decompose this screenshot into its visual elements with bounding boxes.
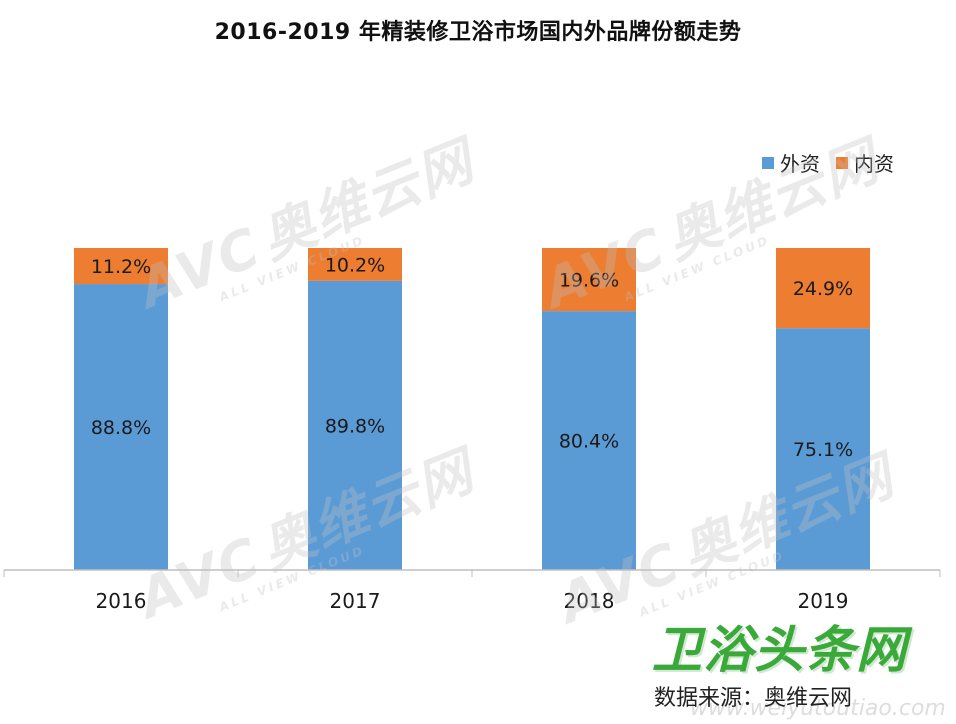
legend-item-domestic: 内资 [836,148,894,177]
bar-foreign-2016 [74,284,168,570]
legend-label-foreign: 外资 [780,152,820,176]
x-tick-label-2017: 2017 [330,589,381,613]
bar-foreign-2018 [542,311,636,570]
x-tick-label-2016: 2016 [96,589,147,613]
bar-foreign-2017 [308,280,402,570]
bar-domestic-2019 [776,248,870,329]
data-label-domestic-2018: 19.6% [559,270,619,292]
data-label-domestic-2017: 10.2% [325,254,385,276]
data-label-domestic-2019: 24.9% [793,278,853,300]
source-note: 数据来源：奥维云网 [654,686,853,711]
bar-domestic-2017 [308,248,402,281]
data-label-foreign-2018: 80.4% [559,431,619,453]
site-url: www.weiyutoutiao.com [690,696,946,721]
x-tick-label-2018: 2018 [564,589,615,613]
legend-swatch-foreign [762,156,774,169]
site-logo: 卫浴头条网 [652,621,907,679]
legend-label-domestic: 内资 [854,152,894,176]
bar-foreign-2019 [776,328,870,570]
chart-title: 2016-2019 年精装修卫浴市场国内外品牌份额走势 [214,20,742,45]
data-label-domestic-2016: 11.2% [91,256,151,278]
data-label-foreign-2019: 75.1% [793,439,853,461]
bar-domestic-2016 [74,248,168,285]
legend-item-foreign: 外资 [762,148,820,177]
data-label-foreign-2016: 88.8% [91,417,151,439]
x-tick-label-2019: 2019 [798,589,849,613]
legend: 外资 内资 [762,148,910,177]
bar-domestic-2018 [542,248,636,312]
data-label-foreign-2017: 89.8% [325,415,385,437]
legend-swatch-domestic [836,156,848,169]
